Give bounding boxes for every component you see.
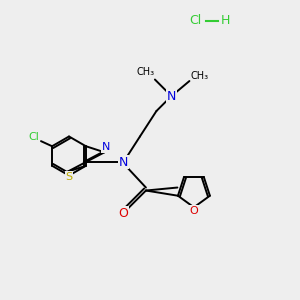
Text: CH₃: CH₃ bbox=[137, 67, 155, 77]
Text: H: H bbox=[220, 14, 230, 28]
Text: N: N bbox=[102, 142, 110, 152]
Text: N: N bbox=[119, 155, 128, 169]
Text: N: N bbox=[167, 89, 176, 103]
Text: O: O bbox=[190, 206, 198, 216]
Text: O: O bbox=[118, 206, 128, 220]
Text: S: S bbox=[65, 172, 72, 182]
Text: Cl: Cl bbox=[189, 14, 201, 28]
Text: CH₃: CH₃ bbox=[191, 71, 209, 81]
Text: Cl: Cl bbox=[28, 132, 40, 142]
